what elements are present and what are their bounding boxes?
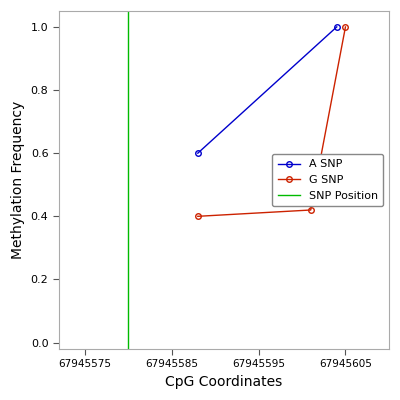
X-axis label: CpG Coordinates: CpG Coordinates	[165, 375, 282, 389]
Legend: A SNP, G SNP, SNP Position: A SNP, G SNP, SNP Position	[272, 154, 383, 206]
Y-axis label: Methylation Frequency: Methylation Frequency	[11, 101, 25, 259]
